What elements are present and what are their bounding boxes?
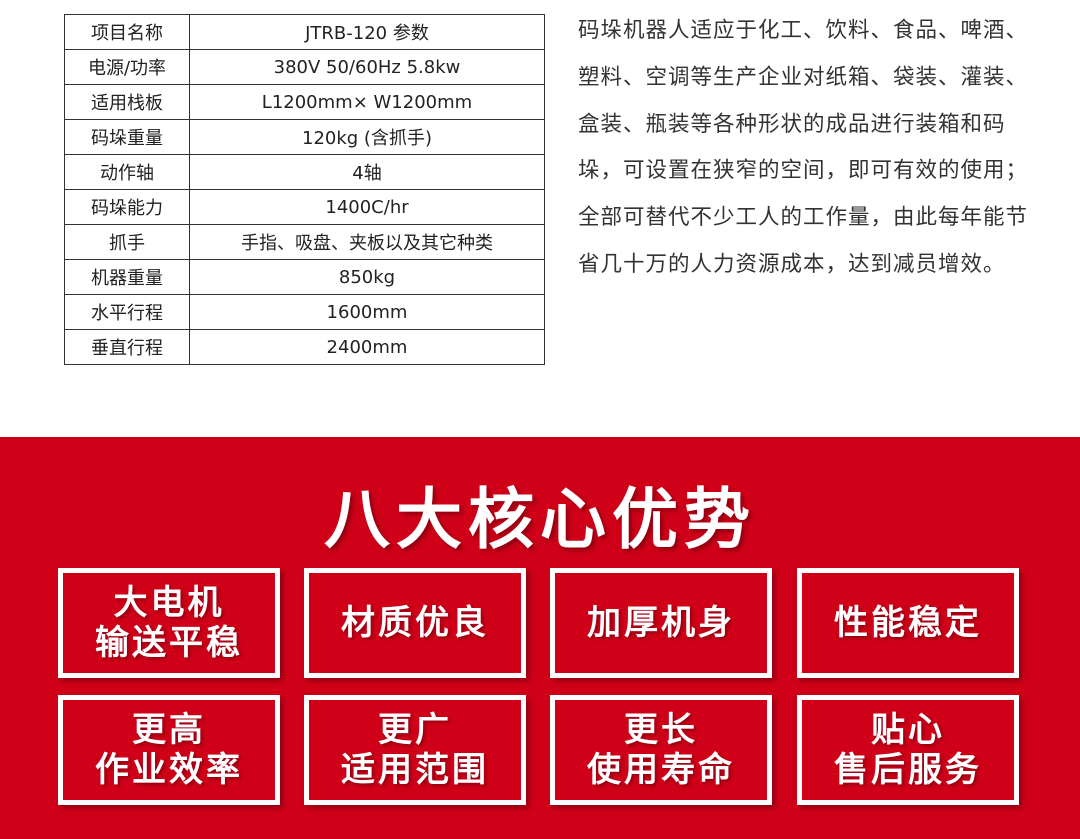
- spec-key: 电源/功率: [64, 49, 190, 85]
- spec-row: 码垛重量 120kg (含抓手): [64, 119, 545, 155]
- advantage-card: 大电机 输送平稳: [58, 568, 280, 678]
- advantage-card: 加厚机身: [550, 568, 772, 678]
- advantage-card: 材质优良: [304, 568, 526, 678]
- advantage-card: 性能稳定: [797, 568, 1019, 678]
- advantage-card: 更高 作业效率: [58, 695, 280, 805]
- spec-key: 项目名称: [64, 14, 190, 50]
- spec-value: L1200mm× W1200mm: [189, 84, 545, 120]
- description-text: 码垛机器人适应于化工、饮料、食品、啤酒、塑料、空调等生产企业对纸箱、袋装、灌装、…: [578, 18, 1029, 277]
- spec-key: 水平行程: [64, 294, 190, 330]
- spec-key: 动作轴: [64, 154, 190, 190]
- spec-key: 码垛重量: [64, 119, 190, 155]
- spec-value: 120kg (含抓手): [189, 119, 545, 155]
- spec-row: 水平行程 1600mm: [64, 294, 545, 330]
- advantage-card: 更广 适用范围: [304, 695, 526, 805]
- spec-key: 码垛能力: [64, 189, 190, 225]
- spec-value: 1400C/hr: [189, 189, 545, 225]
- advantage-line1: 贴心: [871, 710, 945, 750]
- spec-row: 机器重量 850kg: [64, 259, 545, 295]
- advantage-line2: 售后服务: [834, 750, 982, 790]
- spec-value: 380V 50/60Hz 5.8kw: [189, 49, 545, 85]
- advantage-line2: 输送平稳: [95, 623, 243, 663]
- spec-value: JTRB-120 参数: [189, 14, 545, 50]
- advantage-line1: 加厚机身: [587, 603, 735, 643]
- advantages-section: [0, 437, 1080, 839]
- spec-value: 2400mm: [189, 329, 545, 365]
- spec-row: 码垛能力 1400C/hr: [64, 189, 545, 225]
- spec-value: 1600mm: [189, 294, 545, 330]
- spec-row: 项目名称 JTRB-120 参数: [64, 14, 545, 50]
- spec-value: 4轴: [189, 154, 545, 190]
- spec-row: 垂直行程 2400mm: [64, 329, 545, 365]
- spec-value: 手指、吸盘、夹板以及其它种类: [189, 224, 545, 260]
- spec-key: 抓手: [64, 224, 190, 260]
- advantage-card: 更长 使用寿命: [550, 695, 772, 805]
- spec-row: 适用栈板 L1200mm× W1200mm: [64, 84, 545, 120]
- advantage-line1: 更高: [132, 710, 206, 750]
- spec-table: 项目名称 JTRB-120 参数 电源/功率 380V 50/60Hz 5.8kw 适用…: [64, 14, 545, 365]
- spec-row: 电源/功率 380V 50/60Hz 5.8kw: [64, 49, 545, 85]
- spec-value: 850kg: [189, 259, 545, 295]
- advantage-line2: 作业效率: [95, 750, 243, 790]
- advantage-line1: 材质优良: [341, 603, 489, 643]
- advantage-line1: 大电机: [113, 583, 225, 623]
- spec-key: 适用栈板: [64, 84, 190, 120]
- spec-row: 动作轴 4轴: [64, 154, 545, 190]
- advantage-line2: 使用寿命: [587, 750, 735, 790]
- advantages-title: 八大核心优势: [324, 481, 756, 558]
- advantage-line1: 更长: [624, 710, 698, 750]
- advantage-line1: 性能稳定: [834, 603, 982, 643]
- spec-row: 抓手 手指、吸盘、夹板以及其它种类: [64, 224, 545, 260]
- spec-key: 机器重量: [64, 259, 190, 295]
- advantage-card: 贴心 售后服务: [797, 695, 1019, 805]
- spec-key: 垂直行程: [64, 329, 190, 365]
- advantage-line1: 更广: [378, 710, 452, 750]
- advantage-line2: 适用范围: [341, 750, 489, 790]
